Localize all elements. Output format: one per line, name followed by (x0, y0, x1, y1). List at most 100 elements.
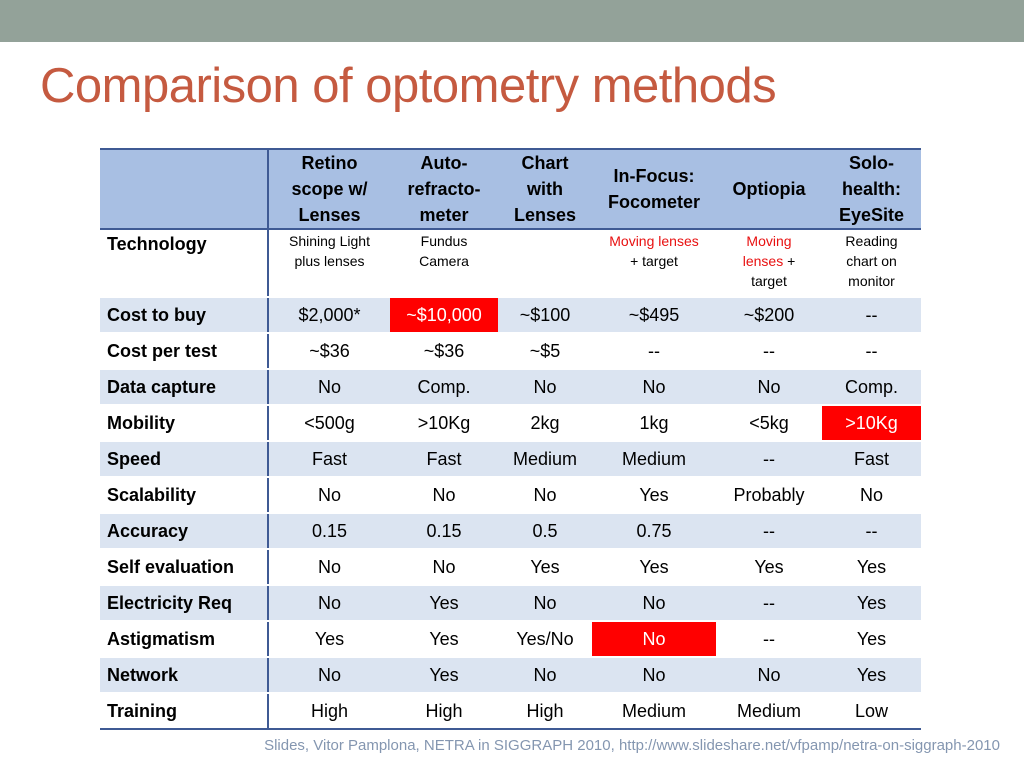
table-cell: Fast (390, 441, 498, 478)
column-header: Optiopia (716, 148, 822, 230)
table-cell: 1kg (592, 405, 716, 442)
column-header: Auto-refracto-meter (390, 148, 498, 230)
table-cell: -- (716, 585, 822, 622)
table-cell: No (268, 477, 390, 514)
row-label: Electricity Req (100, 585, 269, 622)
table-cell: Probably (716, 477, 822, 514)
table-row: Scalability No No No Yes Probably No (100, 477, 921, 514)
table-cell: <5kg (716, 405, 822, 442)
table-cell: No (592, 621, 716, 658)
slide-top-bar (0, 0, 1024, 42)
table-cell: Yes (592, 477, 716, 514)
row-label: Training (100, 693, 269, 730)
row-label: Accuracy (100, 513, 269, 550)
table-row: Mobility <500g >10Kg 2kg 1kg <5kg >10Kg (100, 405, 921, 442)
table-row: Training High High High Medium Medium Low (100, 693, 921, 730)
row-label: Self evaluation (100, 549, 269, 586)
table-row-technology: Technology Shining Light plus lenses Fund… (100, 229, 921, 298)
table-row: Network No Yes No No No Yes (100, 657, 921, 694)
table-cell: No (498, 585, 592, 622)
table-cell: Yes (390, 585, 498, 622)
table-cell: -- (716, 333, 822, 370)
table-cell: $2,000* (268, 297, 390, 334)
table-cell: ~$495 (592, 297, 716, 334)
column-header: Solo-health: EyeSite (822, 148, 921, 230)
table-cell: Moving lenses + target (592, 229, 716, 298)
table-cell: No (592, 369, 716, 406)
row-label: Technology (100, 229, 269, 298)
column-header: Chart with Lenses (498, 148, 592, 230)
table-cell: Comp. (822, 369, 921, 406)
table-row: Cost to buy $2,000* ~$10,000 ~$100 ~$495 ~$20… (100, 297, 921, 334)
table-cell: Moving lenses + target (716, 229, 822, 298)
table-cell: High (390, 693, 498, 730)
table-cell: -- (822, 333, 921, 370)
row-label: Scalability (100, 477, 269, 514)
table-cell: Fundus Camera (390, 229, 498, 298)
table-cell (498, 229, 592, 298)
table-cell: Yes (822, 549, 921, 586)
table-cell: No (498, 657, 592, 694)
table-cell: ~$5 (498, 333, 592, 370)
table-header-row: Retino scope w/Lenses Auto-refracto-meter… (100, 148, 921, 230)
table-cell: No (268, 585, 390, 622)
row-label: Cost per test (100, 333, 269, 370)
table-cell: No (716, 657, 822, 694)
slide-footer-citation: Slides, Vitor Pamplona, NETRA in SIGGRAP… (264, 737, 1000, 754)
table-cell: ~$36 (268, 333, 390, 370)
table-cell: Yes (390, 621, 498, 658)
table-row: Self evaluation No No Yes Yes Yes Yes (100, 549, 921, 586)
table-cell: 0.75 (592, 513, 716, 550)
table-cell: Comp. (390, 369, 498, 406)
table-cell: Yes (822, 585, 921, 622)
table-cell: -- (716, 513, 822, 550)
table-cell: No (390, 549, 498, 586)
row-label: Cost to buy (100, 297, 269, 334)
table-row: Electricity Req No Yes No No -- Yes (100, 585, 921, 622)
comparison-table: Retino scope w/Lenses Auto-refracto-meter… (100, 148, 921, 730)
table-cell: Yes (268, 621, 390, 658)
table-cell: -- (822, 297, 921, 334)
table-cell: No (498, 369, 592, 406)
table-cell: Yes/No (498, 621, 592, 658)
header-corner-cell (100, 148, 269, 230)
table-row: Accuracy 0.15 0.15 0.5 0.75 -- -- (100, 513, 921, 550)
column-header: In-Focus: Focometer (592, 148, 716, 230)
table-cell: ~$200 (716, 297, 822, 334)
table-row: Astigmatism Yes Yes Yes/No No -- Yes (100, 621, 921, 658)
table-cell: Reading chart on monitor (822, 229, 921, 298)
table-cell: No (268, 657, 390, 694)
table-cell: No (592, 657, 716, 694)
table-cell: Yes (498, 549, 592, 586)
table-cell: No (268, 549, 390, 586)
table-cell: No (268, 369, 390, 406)
table-cell: High (498, 693, 592, 730)
table-cell: >10Kg (822, 405, 921, 442)
table-cell: High (268, 693, 390, 730)
table-row: Speed Fast Fast Medium Medium -- Fast (100, 441, 921, 478)
table-cell: Fast (268, 441, 390, 478)
table-cell: Shining Light plus lenses (268, 229, 390, 298)
table-cell: Yes (822, 657, 921, 694)
table-cell: 0.15 (268, 513, 390, 550)
table-cell: -- (822, 513, 921, 550)
table-row: Data capture No Comp. No No No Comp. (100, 369, 921, 406)
table-cell: Low (822, 693, 921, 730)
table-cell: Yes (390, 657, 498, 694)
table-cell: No (390, 477, 498, 514)
table-cell: ~$36 (390, 333, 498, 370)
table-cell: -- (716, 441, 822, 478)
table-cell: Medium (716, 693, 822, 730)
table-cell: 0.15 (390, 513, 498, 550)
table-cell: Medium (592, 693, 716, 730)
table-row: Cost per test ~$36 ~$36 ~$5 -- -- -- (100, 333, 921, 370)
table-cell: -- (592, 333, 716, 370)
table-cell: Medium (498, 441, 592, 478)
table-cell: <500g (268, 405, 390, 442)
table-cell: No (592, 585, 716, 622)
table-cell: Yes (822, 621, 921, 658)
table-cell: 0.5 (498, 513, 592, 550)
column-header: Retino scope w/Lenses (268, 148, 390, 230)
table-cell: ~$100 (498, 297, 592, 334)
table-cell: 2kg (498, 405, 592, 442)
